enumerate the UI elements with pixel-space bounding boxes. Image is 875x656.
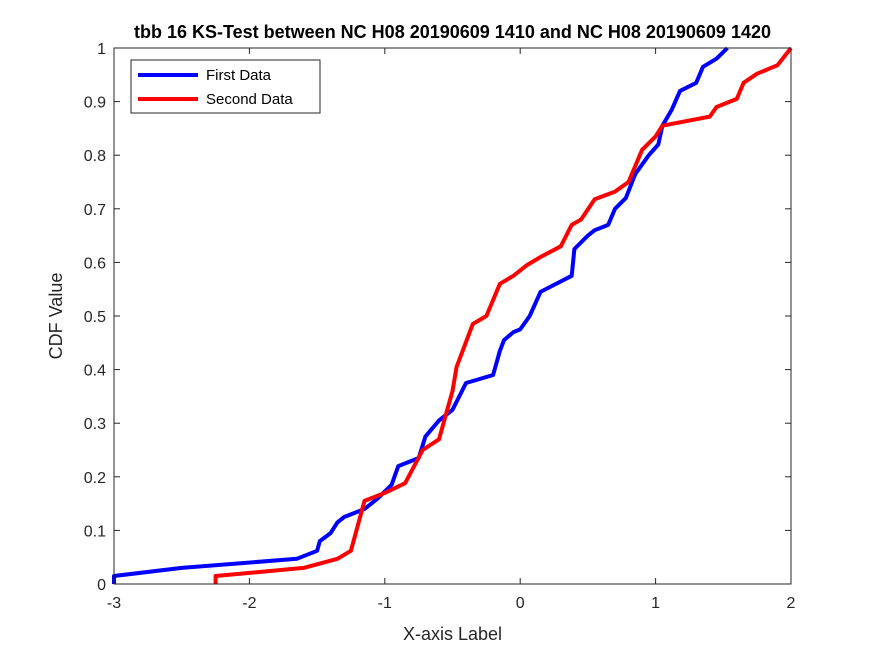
y-tick-label: 0.9 (84, 95, 106, 112)
legend-label-second-data: Second Data (206, 91, 293, 108)
x-axis-label: X-axis Label (403, 624, 502, 644)
x-tick-label: -2 (242, 595, 256, 612)
y-tick-label: 0.8 (84, 148, 106, 165)
chart-title: tbb 16 KS-Test between NC H08 20190609 1… (134, 22, 771, 42)
x-tick-label: -3 (107, 595, 121, 612)
legend-label-first-data: First Data (206, 67, 272, 84)
y-axis-label: CDF Value (46, 273, 66, 360)
x-tick-label: 1 (651, 595, 660, 612)
y-tick-label: 0.1 (84, 523, 106, 540)
y-tick-label: 0 (97, 577, 106, 594)
y-tick-label: 0.7 (84, 202, 106, 219)
x-tick-label: 2 (787, 595, 796, 612)
series-layer (112, 46, 793, 584)
tick-layer: -3 -2 -1 0 1 2 0 0.1 0.2 0.3 0.4 0.5 0.6 0.7 0.8 0.9 1 (84, 41, 796, 612)
y-tick-label: 1 (97, 41, 106, 58)
y-tick-label: 0.3 (84, 416, 106, 433)
y-tick-label: 0.2 (84, 470, 106, 487)
series-line-first-data (112, 46, 729, 584)
x-tick-label: 0 (516, 595, 525, 612)
x-tick-label: -1 (378, 595, 392, 612)
series-line-second-data (213, 46, 793, 584)
legend: First Data Second Data (130, 59, 321, 114)
plot-area (114, 48, 791, 584)
y-tick-label: 0.4 (84, 363, 106, 380)
y-tick-label: 0.6 (84, 255, 106, 272)
y-tick-label: 0.5 (84, 309, 106, 326)
legend-box (130, 59, 321, 114)
